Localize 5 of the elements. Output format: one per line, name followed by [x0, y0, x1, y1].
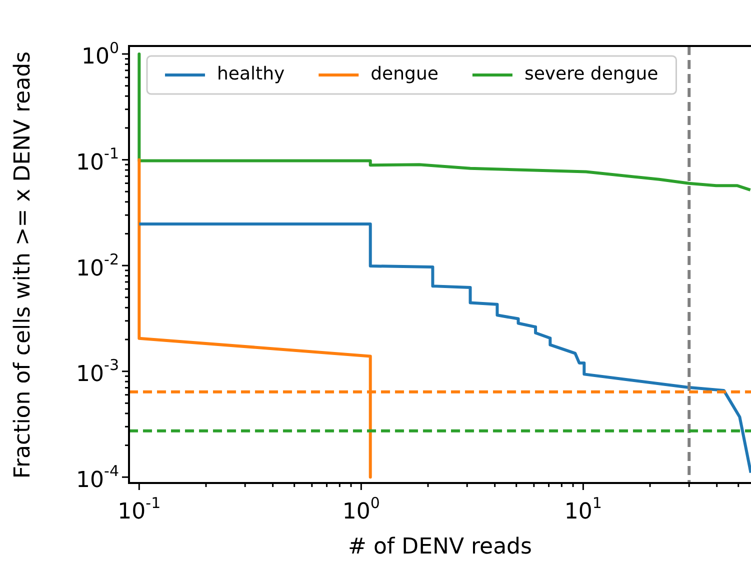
x-axis-title: # of DENV reads	[348, 534, 532, 560]
legend-label: healthy	[217, 64, 285, 85]
legend-label: severe dengue	[524, 64, 658, 85]
legend-label: dengue	[370, 64, 438, 85]
y-axis-title: Fraction of cells with >= x DENV reads	[10, 51, 36, 479]
